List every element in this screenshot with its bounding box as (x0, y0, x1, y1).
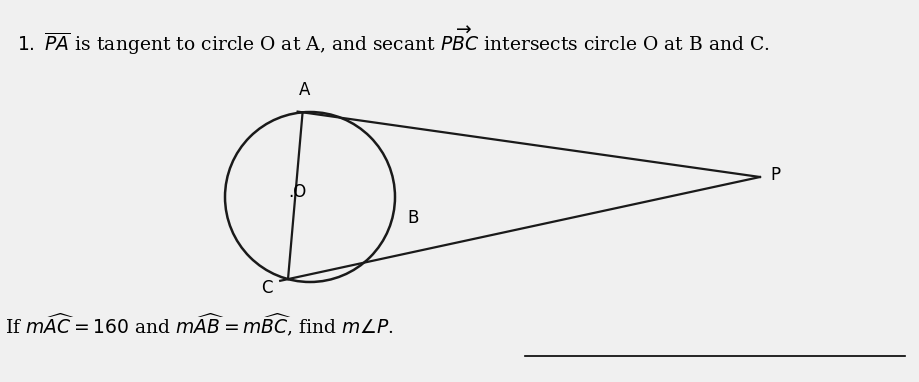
Text: C: C (262, 279, 273, 297)
Text: If $m\widehat{AC}=160$ and $m\widehat{AB}=m\widehat{BC}$, find $m\angle P$.: If $m\widehat{AC}=160$ and $m\widehat{AB… (5, 311, 393, 338)
Text: A: A (299, 81, 311, 99)
Text: .O: .O (288, 183, 306, 201)
Text: B: B (408, 209, 419, 227)
Text: $1.\ $$\overline{PA}$ is tangent to circle O at A, and secant $\overrightarrow{P: $1.\ $$\overline{PA}$ is tangent to circ… (17, 25, 769, 57)
Text: P: P (770, 166, 780, 184)
